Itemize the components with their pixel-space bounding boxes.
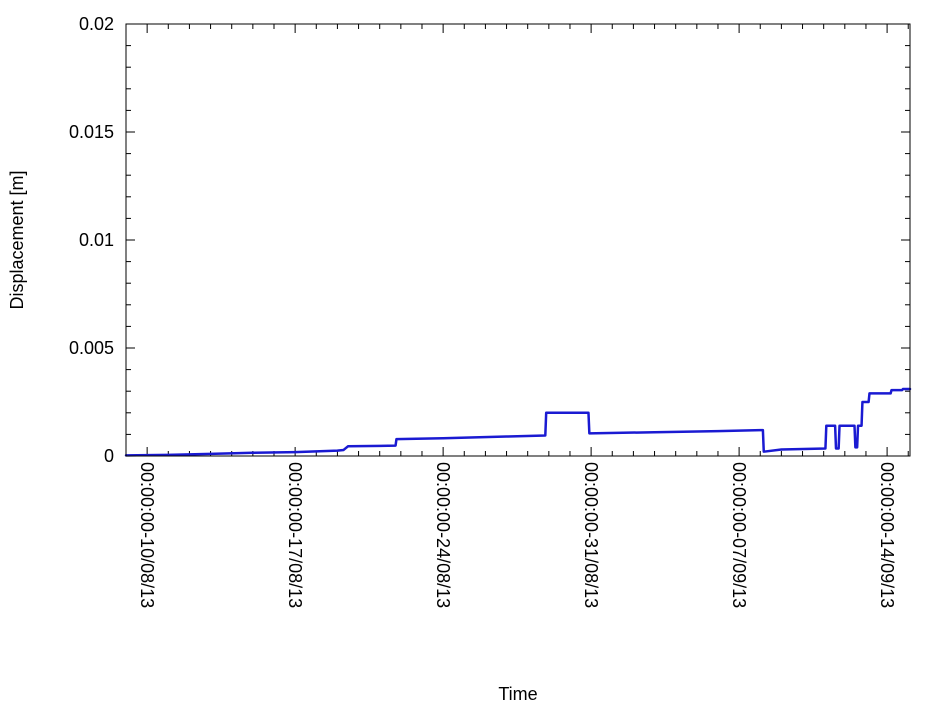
x-tick-label: 00:00:00-17/08/13 bbox=[285, 462, 305, 608]
x-tick-labels: 00:00:00-10/08/13 00:00:00-17/08/13 00:00:… bbox=[137, 462, 897, 608]
y-axis-title: Displacement [m] bbox=[7, 170, 27, 309]
y-tick-label: 0 bbox=[104, 446, 114, 466]
series-line bbox=[124, 387, 912, 457]
y-tick-label: 0.005 bbox=[69, 338, 114, 358]
axis-ticks bbox=[125, 23, 910, 457]
series-layer bbox=[124, 387, 912, 457]
y-tick-label: 0.015 bbox=[69, 122, 114, 142]
x-tick-label: 00:00:00-24/08/13 bbox=[433, 462, 453, 608]
y-tick-label: 0.01 bbox=[79, 230, 114, 250]
plot-frame bbox=[125, 23, 911, 457]
x-axis-title: Time bbox=[498, 684, 537, 704]
y-tick-labels: 0 0.005 0.01 0.015 0.02 bbox=[69, 14, 114, 466]
x-tick-label: 00:00:00-31/08/13 bbox=[581, 462, 601, 608]
x-tick-label: 00:00:00-07/09/13 bbox=[729, 462, 749, 608]
x-tick-label: 00:00:00-14/09/13 bbox=[877, 462, 897, 608]
y-tick-label: 0.02 bbox=[79, 14, 114, 34]
plot-area bbox=[126, 24, 910, 456]
x-tick-label: 00:00:00-10/08/13 bbox=[137, 462, 157, 608]
